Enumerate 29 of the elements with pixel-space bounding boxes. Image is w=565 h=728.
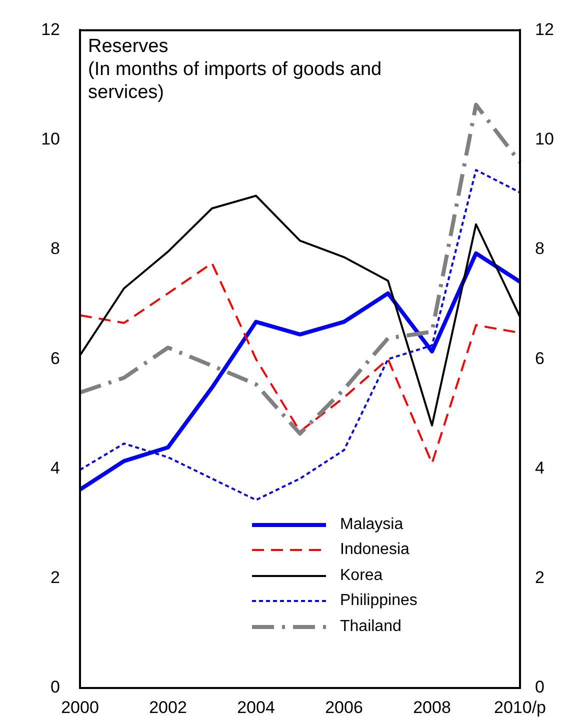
legend-label: Korea	[340, 566, 383, 585]
x-tick-label: 2008	[413, 698, 451, 717]
y2-tick-label: 6	[535, 348, 544, 368]
x-tick-label: 2002	[149, 698, 187, 717]
y-tick-label: 2	[50, 568, 60, 588]
y-tick-label: 6	[50, 348, 60, 368]
text: (In months of imports of goods and services)	[88, 58, 383, 104]
y2-tick-label: 12	[535, 20, 554, 39]
line-series	[78, 102, 522, 436]
x-tick-label: 2004	[237, 698, 275, 717]
legend-label: Malaysia	[340, 516, 404, 534]
y-tick-label: 8	[50, 239, 60, 258]
y2-tick-label: 0	[535, 678, 544, 697]
y2-tick-label: 2	[535, 568, 544, 588]
x-tick-label: 2006	[325, 698, 363, 717]
legend-label: Philippines	[340, 592, 418, 610]
legend-label: Thailand	[340, 618, 402, 636]
y-tick-label: 10	[41, 130, 60, 149]
legend-label: Indonesia	[340, 541, 410, 560]
y-tick-label: 12	[41, 20, 60, 39]
y-tick-label: 0	[50, 678, 60, 697]
y2-tick-label: 10	[535, 130, 554, 149]
y2-tick-label: 4	[535, 458, 544, 478]
x-tick-label: 2000	[61, 698, 99, 717]
x-tick-label: 2010/p	[494, 698, 546, 717]
y-tick-label: 4	[50, 458, 60, 478]
chart-title: Reserves	[88, 35, 170, 58]
line-series	[79, 168, 521, 501]
y2-tick-label: 8	[535, 239, 544, 258]
